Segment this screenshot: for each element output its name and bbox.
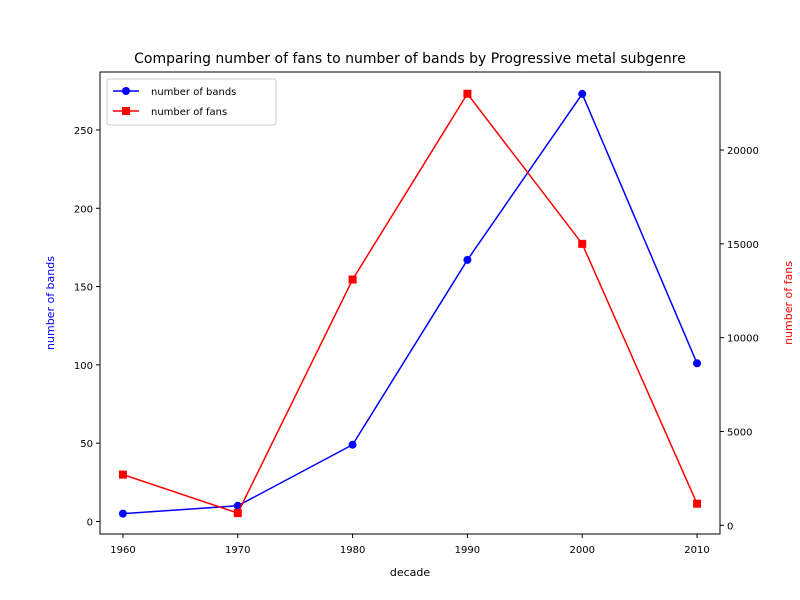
legend-box xyxy=(106,78,277,126)
y-left-tick-label-0: 0 xyxy=(87,517,93,528)
series-1-point-1990 xyxy=(463,89,472,98)
y-axis-right-label: number of fans xyxy=(782,261,795,345)
series-1-point-1980 xyxy=(348,275,357,284)
series-1-point-2000 xyxy=(578,239,587,248)
legend-marker-bands xyxy=(122,87,130,95)
x-axis-label: decade xyxy=(390,566,431,579)
y-right-tick-label-15000: 15000 xyxy=(727,240,759,251)
chart-title: Comparing number of fans to number of ba… xyxy=(134,51,686,67)
x-tick-label-1970: 1970 xyxy=(225,545,250,556)
y-left-tick-label-250: 250 xyxy=(74,126,93,137)
series-0-point-1980 xyxy=(348,440,357,449)
y-right-tick-label-5000: 5000 xyxy=(727,427,752,438)
series-1-point-2010 xyxy=(693,499,702,508)
y-left-tick-label-200: 200 xyxy=(74,204,93,215)
series-1-point-1970 xyxy=(233,509,242,518)
legend: number of bands number of fans xyxy=(106,78,277,126)
x-tick-label-1960: 1960 xyxy=(110,545,135,556)
x-tick-label-2010: 2010 xyxy=(684,545,709,556)
x-tick-label-2000: 2000 xyxy=(569,545,594,556)
legend-label-fans: number of fans xyxy=(151,107,227,118)
series-0-point-2000 xyxy=(578,89,587,98)
y-left-tick-label-50: 50 xyxy=(80,439,93,450)
y-axis-right: 0 5000 10000 15000 20000 xyxy=(720,146,759,532)
x-tick-label-1980: 1980 xyxy=(340,545,365,556)
series-0-point-1990 xyxy=(463,255,472,264)
legend-marker-fans xyxy=(122,107,130,115)
y-left-tick-label-100: 100 xyxy=(74,361,93,372)
x-axis: 1960 1970 1980 1990 2000 2010 xyxy=(110,534,710,556)
series-line-1 xyxy=(122,92,698,515)
series-0-point-2010 xyxy=(693,359,702,368)
y-left-tick-label-150: 150 xyxy=(74,283,93,294)
series-0-point-1960 xyxy=(118,509,127,518)
y-right-tick-label-10000: 10000 xyxy=(727,334,759,345)
series-layer xyxy=(118,89,702,518)
y-axis-left-label: number of bands xyxy=(44,256,57,350)
y-axis-left: 0 50 100 150 200 250 xyxy=(74,126,100,528)
x-tick-label-1990: 1990 xyxy=(455,545,480,556)
y-right-tick-label-20000: 20000 xyxy=(727,146,759,157)
series-1-point-1960 xyxy=(118,470,127,479)
legend-label-bands: number of bands xyxy=(151,87,236,98)
y-right-tick-label-0: 0 xyxy=(727,521,733,532)
plot-frame xyxy=(99,71,721,535)
